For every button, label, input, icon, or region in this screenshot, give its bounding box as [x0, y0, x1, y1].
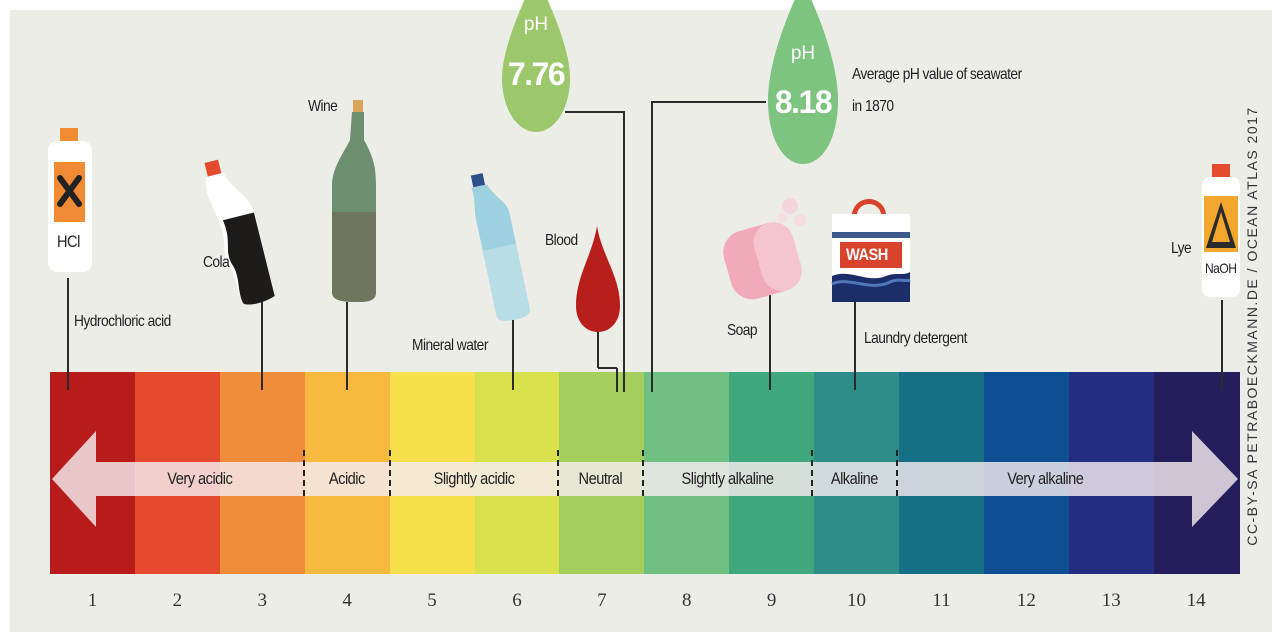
zone-alkaline: Alkaline [830, 469, 879, 488]
zone-divider [896, 450, 898, 496]
naoh-bottle-label: NaOH [1205, 260, 1237, 276]
ph-tick-label: 6 [512, 590, 522, 611]
naoh-bottle-icon [1202, 164, 1240, 297]
zone-divider [642, 450, 644, 496]
lye-label: Lye [1171, 240, 1192, 257]
laundry-detergent-label: Laundry detergent [864, 330, 967, 347]
hcl-bottle-label: HCl [57, 232, 80, 251]
zone-acidic: Acidic [329, 469, 365, 488]
zone-very-acidic: Very acidic [166, 469, 233, 488]
ph-776-pointer-line [565, 111, 625, 392]
cola-bottle-icon [204, 159, 275, 305]
soap-icon [723, 198, 806, 300]
seawater-caption-line2: in 1870 [852, 98, 894, 115]
ph-tick-label: 1 [87, 590, 98, 611]
zone-divider [811, 450, 813, 496]
zone-very-alkaline: Very alkaline [1006, 469, 1084, 488]
ph-tick-label: 9 [766, 590, 777, 611]
ph-776-value: 7.76 [507, 56, 566, 92]
ph-tick-label: 5 [427, 590, 437, 611]
hcl-bottle-icon [48, 128, 92, 272]
zone-slightly-acidic: Slightly acidic [433, 469, 515, 488]
ph-776-drop-icon [502, 0, 570, 132]
wine-label: Wine [308, 98, 338, 115]
zone-divider [557, 450, 559, 496]
water-bottle-icon [470, 173, 530, 321]
ph-818-unit: pH [790, 43, 816, 64]
blood-drop-icon [576, 226, 620, 332]
wash-box-label: WASH [846, 245, 888, 264]
ph-818-drop-icon [768, 0, 838, 164]
credit-text: CC-BY-SA PETRABOECKMANN.DE / OCEAN ATLAS… [1244, 106, 1260, 546]
blood-label: Blood [545, 232, 578, 249]
mineral-water-label: Mineral water [412, 337, 488, 354]
zone-slightly-alkaline: Slightly alkaline [681, 469, 774, 488]
ph-tick-label: 14 [1186, 590, 1206, 611]
laundry-detergent-icon [831, 199, 911, 302]
zone-divider [389, 450, 391, 496]
double-arrow-shape [52, 431, 1238, 527]
zone-divider [303, 450, 305, 496]
ph-tick-label: 2 [172, 590, 183, 611]
ph-818-value: 8.18 [774, 84, 833, 120]
zone-neutral: Neutral [578, 469, 623, 488]
ph-776-unit: pH [523, 14, 549, 35]
ph-818-pointer-line [651, 101, 766, 392]
hydrochloric-acid-label: Hydrochloric acid [74, 313, 171, 330]
wine-bottle-icon [332, 100, 376, 302]
ph-tick-label: 13 [1101, 590, 1121, 611]
ph-tick-label: 10 [847, 590, 867, 611]
ph-tick-label: 12 [1016, 590, 1036, 611]
soap-label: Soap [727, 322, 758, 339]
seawater-caption-line1: Average pH value of seawater [852, 66, 1022, 83]
ph-tick-label: 4 [342, 590, 352, 611]
cola-label: Cola [203, 254, 230, 271]
ph-tick-label: 11 [932, 590, 951, 611]
ph-tick-label: 7 [597, 590, 607, 611]
ph-tick-label: 3 [257, 590, 268, 611]
ph-tick-label: 8 [682, 590, 692, 611]
